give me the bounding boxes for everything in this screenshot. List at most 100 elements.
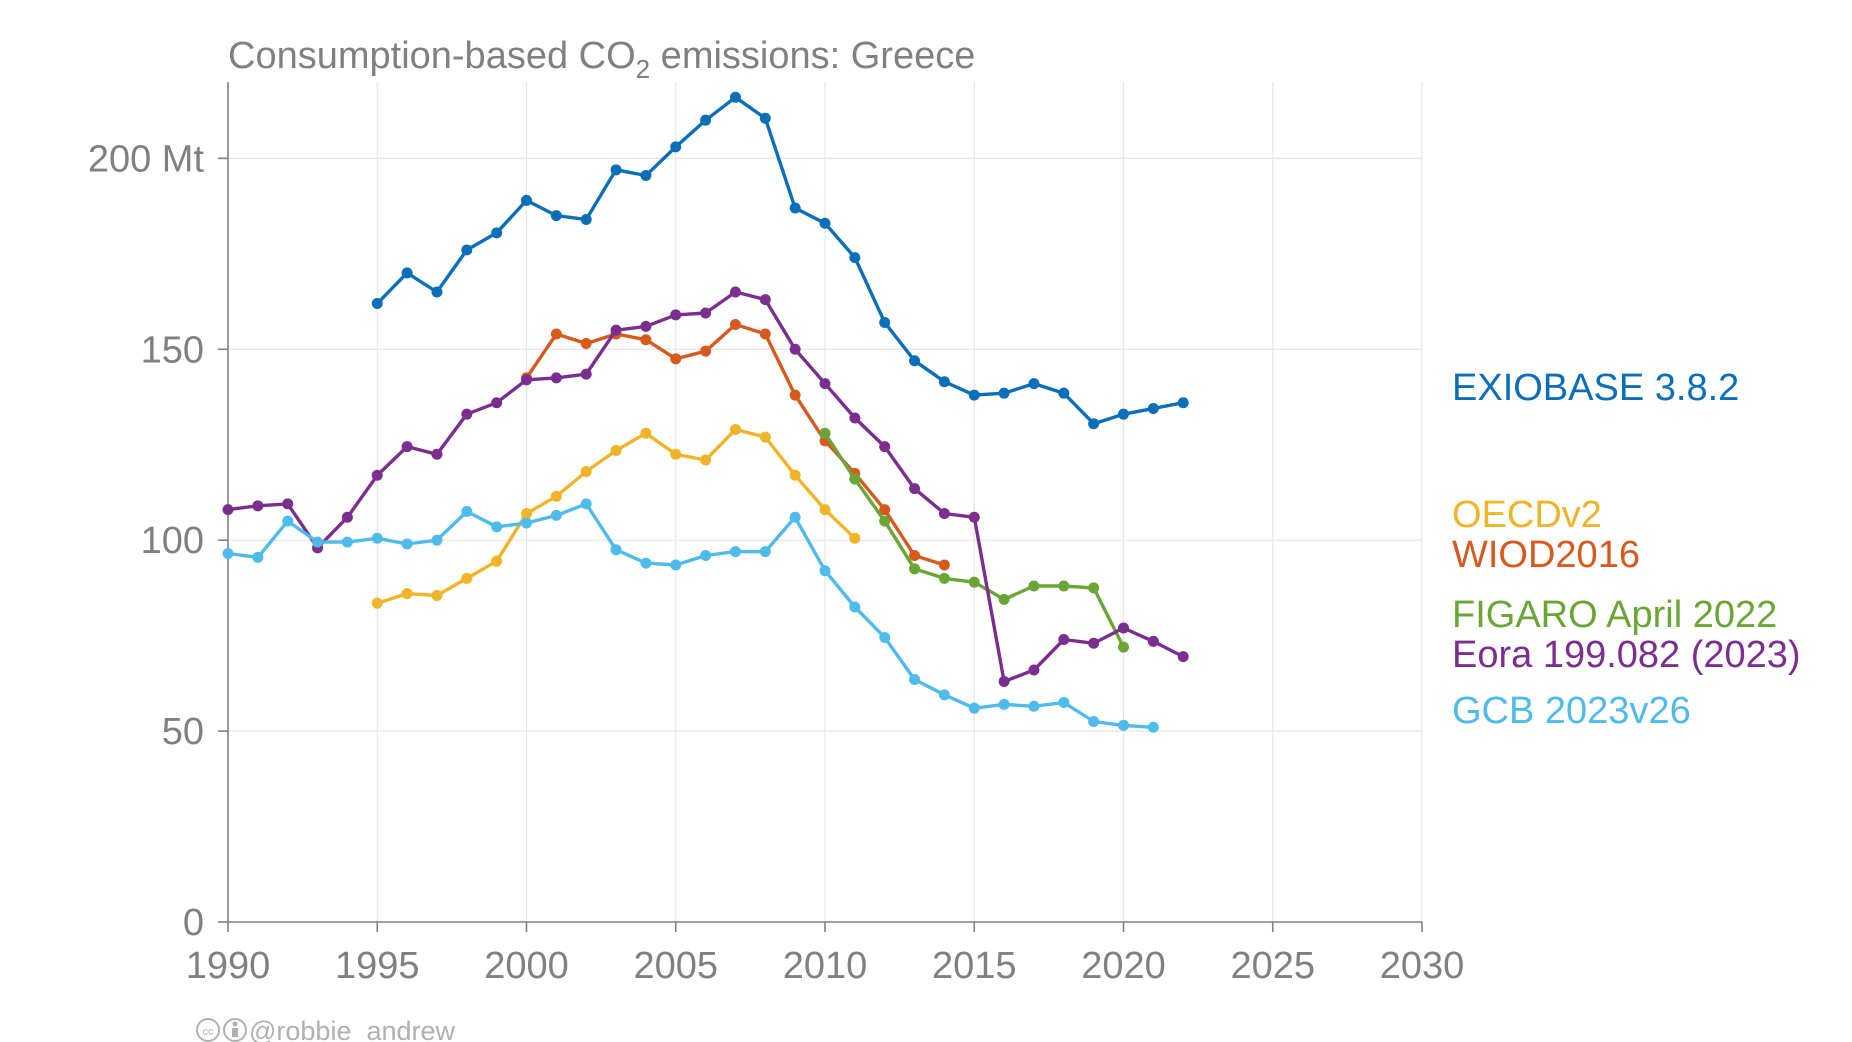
data-point-eora-199-082-2023-2004 xyxy=(640,320,652,332)
data-point-oecdv2-1995 xyxy=(371,597,383,609)
x-tick-label-2010: 2010 xyxy=(783,945,868,987)
series-line-exiobase-3-8-2 xyxy=(375,95,1185,426)
data-point-exiobase-3-8-2-1996 xyxy=(401,267,413,279)
credit: cc @robbie_andrew xyxy=(196,1016,456,1042)
data-point-oecdv2-2004 xyxy=(640,427,652,439)
data-point-eora-199-082-2023-2018 xyxy=(1058,633,1070,645)
data-point-oecdv2-2000 xyxy=(521,507,532,519)
data-point-eora-199-082-2023-2005 xyxy=(670,309,682,321)
data-point-gcb-2023v26-2001 xyxy=(550,509,562,521)
data-point-oecdv2-1998 xyxy=(461,572,473,584)
y-tick-label-200: 200 Mt xyxy=(88,138,205,180)
data-point-eora-199-082-2023-2003 xyxy=(610,324,622,336)
data-point-gcb-2023v26-2021 xyxy=(1147,721,1159,733)
data-point-exiobase-3-8-2-2004 xyxy=(640,170,652,182)
data-point-gcb-2023v26-2016 xyxy=(998,698,1010,710)
data-point-gcb-2023v26-2020 xyxy=(1118,719,1129,731)
data-point-exiobase-3-8-2-2009 xyxy=(789,202,801,214)
data-point-eora-199-082-2023-2010 xyxy=(819,378,831,390)
data-point-eora-199-082-2023-2011 xyxy=(849,412,861,424)
svg-text:cc: cc xyxy=(203,1026,215,1038)
data-point-exiobase-3-8-2-2000 xyxy=(521,194,532,206)
data-point-eora-199-082-2023-1995 xyxy=(371,469,383,481)
credit-handle: @robbie_andrew xyxy=(249,1016,456,1042)
legend-label-wiod2016: WIOD2016 xyxy=(1452,534,1640,576)
data-point-wiod2016-2007 xyxy=(729,318,741,330)
data-point-figaro-april-2022-2017 xyxy=(1028,580,1040,592)
data-point-gcb-2023v26-2014 xyxy=(938,689,950,701)
data-point-wiod2016-2004 xyxy=(640,334,652,346)
data-series xyxy=(222,91,1189,733)
data-point-oecdv2-2011 xyxy=(849,532,861,544)
data-point-oecdv2-1997 xyxy=(431,590,443,602)
x-tick-label-2030: 2030 xyxy=(1380,945,1465,987)
legend-label-figaro-april-2022: FIGARO April 2022 xyxy=(1452,594,1777,636)
data-point-eora-199-082-2023-2006 xyxy=(700,307,712,319)
y-tick-label-0: 0 xyxy=(183,902,204,944)
data-point-eora-199-082-2023-2009 xyxy=(789,343,801,355)
data-point-gcb-2023v26-2008 xyxy=(759,546,771,558)
cc-icon: cc xyxy=(196,1018,220,1042)
data-point-gcb-2023v26-2000 xyxy=(521,517,532,529)
y-tick-label-100: 100 xyxy=(141,520,204,562)
data-point-figaro-april-2022-2020 xyxy=(1118,641,1129,653)
data-point-gcb-2023v26-1993 xyxy=(312,536,324,548)
data-point-eora-199-082-2023-1999 xyxy=(491,397,503,409)
chart-title-rest: emissions: Greece xyxy=(650,35,975,77)
data-point-eora-199-082-2023-2014 xyxy=(938,507,950,519)
data-point-wiod2016-2006 xyxy=(700,345,712,357)
x-tick-label-2000: 2000 xyxy=(484,945,569,987)
data-point-gcb-2023v26-2012 xyxy=(879,632,891,644)
data-point-exiobase-3-8-2-2016 xyxy=(998,387,1010,399)
data-point-gcb-2023v26-2013 xyxy=(909,674,921,686)
data-point-figaro-april-2022-2012 xyxy=(879,515,891,527)
data-point-oecdv2-2001 xyxy=(550,490,562,502)
data-point-wiod2016-2001 xyxy=(550,328,562,340)
data-point-eora-199-082-2023-2007 xyxy=(729,286,741,298)
data-point-gcb-2023v26-2018 xyxy=(1058,696,1070,708)
series-exiobase-3-8-2 xyxy=(371,91,1189,430)
data-point-exiobase-3-8-2-2007 xyxy=(729,91,741,103)
data-point-wiod2016-2005 xyxy=(670,353,682,365)
data-point-gcb-2023v26-2009 xyxy=(789,511,801,523)
data-point-wiod2016-2002 xyxy=(580,338,592,350)
data-point-oecdv2-2006 xyxy=(700,454,712,466)
data-point-exiobase-3-8-2-2020 xyxy=(1118,408,1129,420)
data-point-eora-199-082-2023-2015 xyxy=(968,511,980,523)
data-point-exiobase-3-8-2-2013 xyxy=(909,355,921,367)
data-point-oecdv2-2010 xyxy=(819,504,831,516)
data-point-exiobase-3-8-2-2017 xyxy=(1028,378,1040,390)
data-point-gcb-2023v26-2011 xyxy=(849,601,861,613)
data-point-figaro-april-2022-2011 xyxy=(849,473,861,485)
data-point-eora-199-082-2023-1991 xyxy=(252,500,264,512)
data-point-eora-199-082-2023-1996 xyxy=(401,441,413,453)
data-point-gcb-2023v26-2006 xyxy=(700,549,712,561)
y-tick-label-50: 50 xyxy=(162,711,204,753)
data-point-gcb-2023v26-1994 xyxy=(341,536,353,548)
data-point-gcb-2023v26-2019 xyxy=(1088,716,1100,728)
series-oecdv2 xyxy=(371,423,861,609)
data-point-exiobase-3-8-2-2003 xyxy=(610,164,622,176)
data-point-wiod2016-2013 xyxy=(909,549,921,561)
x-tick-label-1990: 1990 xyxy=(186,945,271,987)
data-point-eora-199-082-2023-2020 xyxy=(1118,622,1129,634)
data-point-eora-199-082-2023-2000 xyxy=(521,374,532,386)
data-point-eora-199-082-2023-1998 xyxy=(461,408,473,420)
data-point-exiobase-3-8-2-2012 xyxy=(879,317,891,329)
x-tick-label-2015: 2015 xyxy=(932,945,1017,987)
data-point-gcb-2023v26-1991 xyxy=(252,551,264,563)
legend-label-gcb-2023v26: GCB 2023v26 xyxy=(1452,690,1691,732)
data-point-oecdv2-2003 xyxy=(610,444,622,456)
legend-label-eora-199-082-2023: Eora 199.082 (2023) xyxy=(1452,634,1801,676)
data-point-exiobase-3-8-2-2008 xyxy=(759,112,771,124)
data-point-gcb-2023v26-1999 xyxy=(491,521,503,533)
data-point-eora-199-082-2023-2008 xyxy=(759,294,771,306)
data-point-exiobase-3-8-2-2011 xyxy=(849,252,861,264)
data-point-eora-199-082-2023-1992 xyxy=(282,498,294,510)
data-point-gcb-2023v26-2017 xyxy=(1028,700,1040,712)
data-point-eora-199-082-2023-2002 xyxy=(580,368,592,380)
y-tick-label-150: 150 xyxy=(141,329,204,371)
data-point-exiobase-3-8-2-2014 xyxy=(938,376,950,388)
